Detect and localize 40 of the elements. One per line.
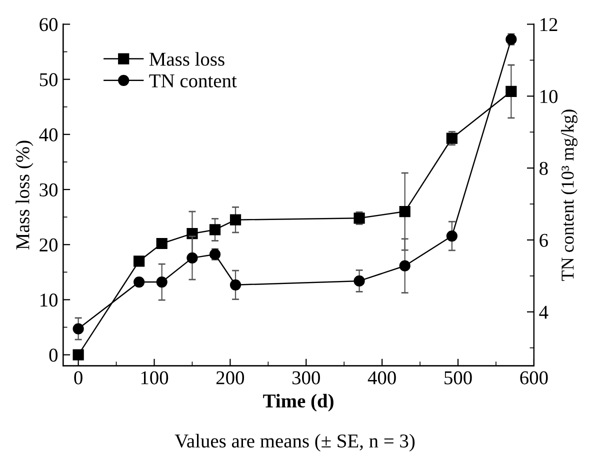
point [72, 349, 84, 360]
x-tick-label: 200 [216, 371, 244, 384]
y-tick-label: 10 [40, 294, 58, 307]
point [134, 276, 145, 288]
point [230, 214, 242, 226]
x-axis-title: Time (d) [263, 394, 334, 412]
y2-tick-label: 8 [540, 162, 548, 175]
point [156, 276, 168, 288]
x-tick-label: 500 [444, 371, 472, 384]
y2-axis-title: TN content (10³ mg/kg) [561, 110, 578, 281]
y2-tick-label: 12 [540, 18, 558, 31]
x-tick-label: 600 [520, 371, 548, 384]
x-tick-label: 300 [292, 371, 320, 384]
y2-tick-label: 10 [540, 90, 558, 104]
point [209, 224, 221, 236]
x-tick-label: 0 [74, 371, 82, 384]
y2-tick-label: 6 [540, 234, 548, 247]
point [72, 323, 84, 334]
y-axis-title: Mass loss (%) [16, 140, 34, 250]
y-tick-label: 50 [40, 73, 58, 86]
point [354, 275, 365, 287]
point [506, 86, 517, 97]
point [446, 230, 458, 242]
point [230, 279, 242, 290]
y2-tick-label: 4 [539, 306, 548, 319]
y-tick-label: 60 [40, 18, 58, 32]
y-tick-label: 40 [39, 128, 58, 142]
y-tick-label: 30 [40, 183, 58, 196]
legend-label: TN content [149, 74, 237, 88]
x-tick-label: 400 [368, 371, 396, 384]
y-tick-label: 0 [49, 348, 58, 362]
point [399, 260, 410, 272]
point [134, 256, 145, 267]
legend-label: Mass loss [149, 52, 224, 66]
x-tick-label: 100 [141, 371, 168, 384]
point [399, 206, 410, 218]
y-tick-label: 20 [40, 238, 58, 252]
text: Values are means (± SE, n = 3) [174, 434, 415, 452]
point [186, 252, 198, 264]
point [156, 238, 168, 250]
